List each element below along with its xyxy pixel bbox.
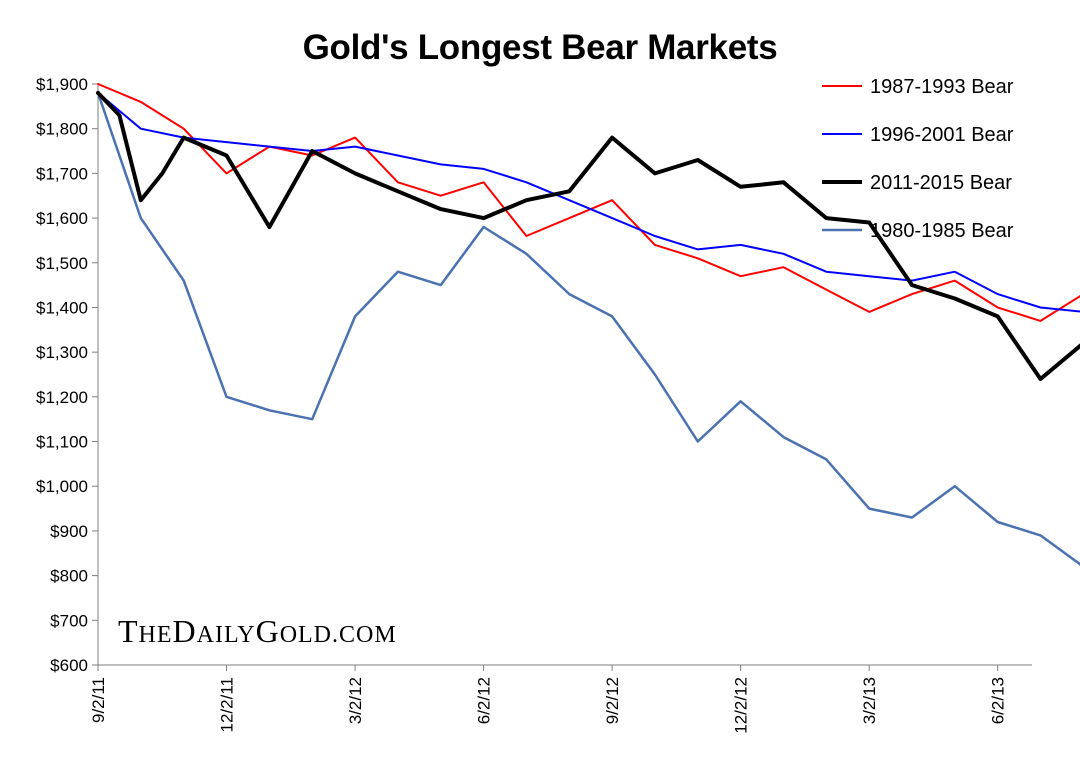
x-tick-label: 6/2/13 [989, 677, 1008, 724]
y-tick-label: $1,900 [36, 75, 88, 94]
watermark-part: OLD [279, 622, 333, 648]
watermark-part: AILY [196, 622, 256, 648]
series-line-1996-2001-bear [97, 91, 1080, 313]
legend-label: 2011-2015 Bear [870, 172, 1012, 194]
legend-label: 1996-2001 Bear [870, 124, 1014, 146]
x-tick-label: 3/2/12 [346, 677, 365, 724]
series-line-2011-2015-bear [96, 90, 1080, 381]
watermark-part: T [118, 613, 139, 649]
watermark-part: .COM [332, 622, 397, 648]
legend-label: 1980-1985 Bear [870, 220, 1014, 242]
x-axis-ticks: 9/2/11 12/2/11 3/2/12 6/2/12 9/2/12 12/2/12 3/… [89, 665, 1008, 734]
watermark-part: G [255, 613, 280, 649]
series-group [96, 83, 1080, 566]
x-tick-label: 9/2/11 [89, 677, 108, 723]
chart-title: Gold's Longest Bear Markets [302, 28, 778, 67]
y-tick-label: $800 [50, 567, 88, 586]
legend-label: 1987-1993 Bear [870, 76, 1014, 98]
y-tick-label: $1,800 [36, 120, 88, 139]
y-tick-label: $1,000 [36, 477, 88, 496]
y-tick-label: $1,600 [36, 209, 88, 228]
y-tick-label: $1,700 [36, 164, 88, 183]
series-line-1980-1985-bear [96, 91, 1080, 566]
x-tick-label: 9/2/12 [603, 677, 622, 724]
y-tick-label: $1,400 [36, 298, 88, 317]
x-tick-label: 6/2/12 [475, 677, 494, 724]
y-tick-label: $1,100 [36, 433, 88, 452]
x-tick-label: 12/2/11 [218, 677, 237, 732]
y-tick-label: $1,300 [36, 343, 88, 362]
y-tick-label: $900 [50, 522, 88, 541]
x-tick-label: 12/2/12 [732, 677, 751, 734]
x-tick-label: 3/2/13 [860, 677, 879, 724]
y-axis-ticks: $600 $700 $800 $900 $1,000 $1,100 $1,200 $1,300… [36, 75, 98, 675]
y-tick-label: $1,500 [36, 254, 88, 273]
y-tick-label: $700 [50, 611, 88, 630]
y-tick-label: $1,200 [36, 388, 88, 407]
watermark-part: D [172, 613, 197, 649]
watermark-logo: THEDAILYGOLD.COM [118, 613, 397, 650]
axes [97, 84, 1032, 666]
series-line-1987-1993-bear [97, 83, 1080, 322]
y-tick-label: $600 [50, 656, 88, 675]
legend: 1987-1993 Bear 1996-2001 Bear 2011-2015 Be… [822, 76, 1014, 242]
watermark-part: HE [138, 622, 173, 648]
